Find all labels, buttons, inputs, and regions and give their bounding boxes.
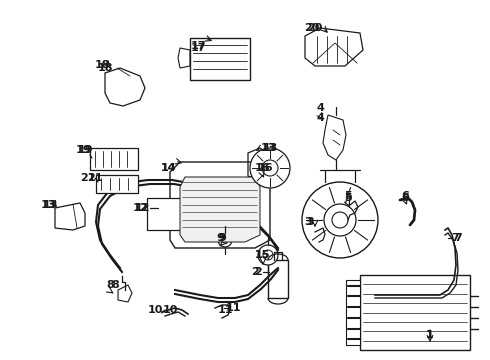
Text: 13: 13 [40, 200, 56, 210]
Text: 16: 16 [257, 163, 273, 173]
Circle shape [222, 237, 228, 243]
Text: 10: 10 [147, 305, 163, 315]
Text: 5: 5 [344, 193, 352, 203]
Text: 11: 11 [217, 305, 233, 315]
Text: 6: 6 [401, 191, 409, 201]
Circle shape [250, 148, 290, 188]
Text: 18: 18 [97, 63, 113, 73]
Bar [346, 280, 360, 345]
Text: 15: 15 [254, 250, 270, 260]
Circle shape [258, 245, 278, 265]
Text: 13: 13 [262, 143, 278, 153]
Text: 20: 20 [304, 23, 319, 33]
Text: 20: 20 [307, 23, 323, 33]
Text: 19: 19 [77, 145, 93, 155]
Circle shape [218, 233, 232, 247]
Text: 1: 1 [426, 330, 434, 340]
Bar [96, 175, 138, 193]
Text: 7: 7 [454, 233, 462, 243]
Text: 16: 16 [254, 163, 270, 173]
Text: 15: 15 [254, 250, 270, 260]
Bar [360, 275, 470, 350]
Polygon shape [180, 177, 260, 242]
Text: 1: 1 [426, 330, 434, 340]
Text: 14: 14 [160, 163, 176, 173]
Text: 2: 2 [254, 267, 262, 277]
Text: 2: 2 [251, 267, 259, 277]
Bar [90, 148, 138, 170]
Circle shape [324, 204, 356, 236]
Circle shape [332, 212, 348, 228]
Text: 13: 13 [42, 200, 58, 210]
Bar [190, 38, 250, 80]
Text: 5: 5 [344, 191, 352, 201]
Text: 3: 3 [306, 217, 314, 227]
Text: 9: 9 [218, 233, 226, 243]
Text: 18: 18 [94, 60, 110, 70]
Text: 11: 11 [225, 303, 241, 313]
Text: 10: 10 [162, 305, 178, 315]
Text: 17: 17 [190, 43, 206, 53]
Text: 14: 14 [160, 163, 176, 173]
Bar [268, 260, 288, 298]
Text: 8: 8 [106, 280, 114, 290]
Text: 21: 21 [80, 173, 96, 183]
Text: 4: 4 [316, 113, 324, 123]
Text: 7: 7 [451, 233, 459, 243]
Circle shape [262, 160, 278, 176]
Text: 13: 13 [260, 143, 276, 153]
Text: 12: 12 [134, 203, 150, 213]
Text: 6: 6 [401, 193, 409, 203]
Text: 21: 21 [87, 173, 103, 183]
Text: 19: 19 [75, 145, 91, 155]
Circle shape [263, 250, 273, 260]
Text: 9: 9 [216, 233, 224, 243]
Circle shape [302, 182, 378, 258]
Bar [147, 198, 185, 230]
Text: 3: 3 [304, 217, 312, 227]
Text: 4: 4 [316, 103, 324, 113]
Polygon shape [170, 162, 270, 248]
Text: 17: 17 [190, 41, 206, 51]
Text: 12: 12 [132, 203, 148, 213]
Text: 8: 8 [111, 280, 119, 290]
